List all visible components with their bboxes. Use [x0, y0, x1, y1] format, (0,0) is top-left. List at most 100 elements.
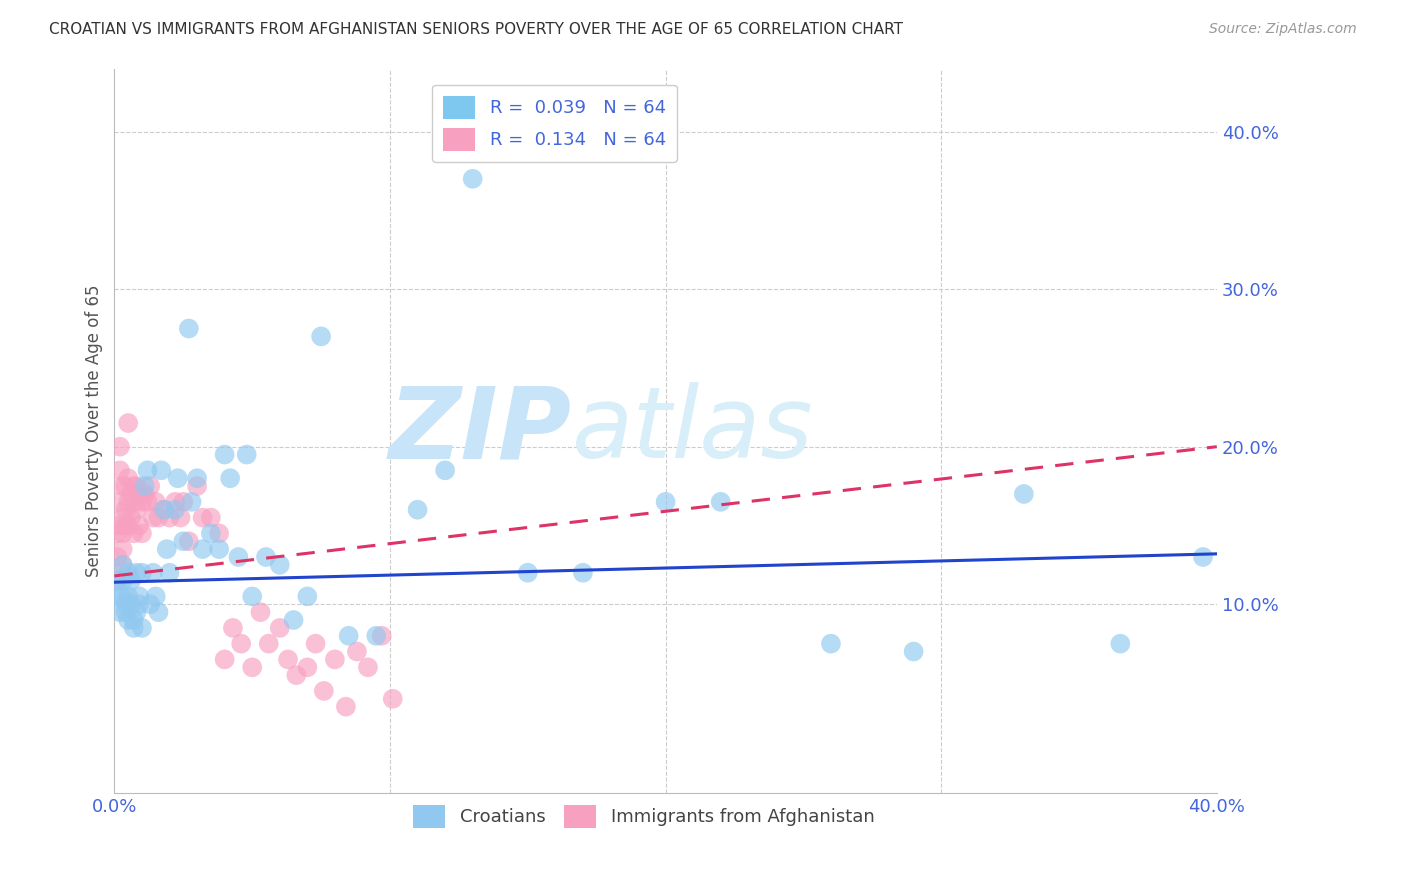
Point — [108, 590, 131, 604]
Point — [111, 574, 134, 588]
Y-axis label: Seniors Poverty Over the Age of 65: Seniors Poverty Over the Age of 65 — [86, 285, 103, 577]
Point — [111, 526, 134, 541]
Point — [820, 637, 842, 651]
Point — [240, 660, 263, 674]
Point — [269, 621, 291, 635]
Point — [235, 448, 257, 462]
Point — [200, 526, 222, 541]
Point — [114, 597, 136, 611]
Point — [150, 463, 173, 477]
Point — [128, 590, 150, 604]
Point — [297, 660, 319, 674]
Point — [219, 471, 242, 485]
Point — [323, 652, 346, 666]
Point — [120, 574, 142, 588]
Point — [108, 440, 131, 454]
Point — [111, 558, 134, 572]
Point — [136, 495, 159, 509]
Point — [191, 510, 214, 524]
Point — [277, 652, 299, 666]
Point — [254, 549, 277, 564]
Point — [177, 534, 200, 549]
Point — [105, 526, 128, 541]
Point — [122, 621, 145, 635]
Point — [114, 502, 136, 516]
Point — [122, 526, 145, 541]
Point — [214, 652, 236, 666]
Point — [159, 566, 181, 580]
Point — [283, 613, 305, 627]
Point — [128, 518, 150, 533]
Point — [145, 495, 167, 509]
Point — [163, 502, 186, 516]
Point — [105, 574, 128, 588]
Point — [117, 416, 139, 430]
Point — [159, 510, 181, 524]
Text: Source: ZipAtlas.com: Source: ZipAtlas.com — [1209, 22, 1357, 37]
Point — [180, 495, 202, 509]
Point — [105, 549, 128, 564]
Point — [120, 510, 142, 524]
Point — [240, 590, 263, 604]
Point — [117, 518, 139, 533]
Point — [131, 526, 153, 541]
Point — [309, 329, 332, 343]
Point — [108, 518, 131, 533]
Point — [169, 510, 191, 524]
Point — [366, 629, 388, 643]
Legend: Croatians, Immigrants from Afghanistan: Croatians, Immigrants from Afghanistan — [405, 797, 882, 835]
Point — [153, 502, 176, 516]
Point — [208, 542, 231, 557]
Point — [108, 605, 131, 619]
Point — [357, 660, 380, 674]
Text: CROATIAN VS IMMIGRANTS FROM AFGHANISTAN SENIORS POVERTY OVER THE AGE OF 65 CORRE: CROATIAN VS IMMIGRANTS FROM AFGHANISTAN … — [49, 22, 903, 37]
Point — [142, 510, 165, 524]
Point — [111, 479, 134, 493]
Point — [117, 613, 139, 627]
Point — [114, 518, 136, 533]
Point — [139, 479, 162, 493]
Point — [139, 597, 162, 611]
Point — [249, 605, 271, 619]
Point — [148, 605, 170, 619]
Point — [381, 691, 404, 706]
Point — [117, 566, 139, 580]
Point — [572, 566, 595, 580]
Point — [214, 448, 236, 462]
Point — [461, 171, 484, 186]
Point — [172, 534, 194, 549]
Point — [105, 574, 128, 588]
Point — [114, 605, 136, 619]
Point — [346, 644, 368, 658]
Point — [163, 495, 186, 509]
Point — [120, 597, 142, 611]
Point — [172, 495, 194, 509]
Point — [148, 510, 170, 524]
Point — [108, 463, 131, 477]
Point — [191, 542, 214, 557]
Point — [153, 502, 176, 516]
Point — [111, 558, 134, 572]
Point — [128, 487, 150, 501]
Point — [903, 644, 925, 658]
Point — [285, 668, 308, 682]
Point — [335, 699, 357, 714]
Point — [312, 684, 335, 698]
Point — [125, 502, 148, 516]
Point — [516, 566, 538, 580]
Point — [710, 495, 733, 509]
Point — [297, 590, 319, 604]
Point — [122, 495, 145, 509]
Point — [131, 621, 153, 635]
Point — [434, 463, 457, 477]
Point — [111, 510, 134, 524]
Point — [257, 637, 280, 651]
Point — [166, 471, 188, 485]
Point — [231, 637, 253, 651]
Point — [156, 542, 179, 557]
Point — [177, 321, 200, 335]
Point — [371, 629, 394, 643]
Point — [117, 495, 139, 509]
Point — [131, 566, 153, 580]
Point — [1012, 487, 1035, 501]
